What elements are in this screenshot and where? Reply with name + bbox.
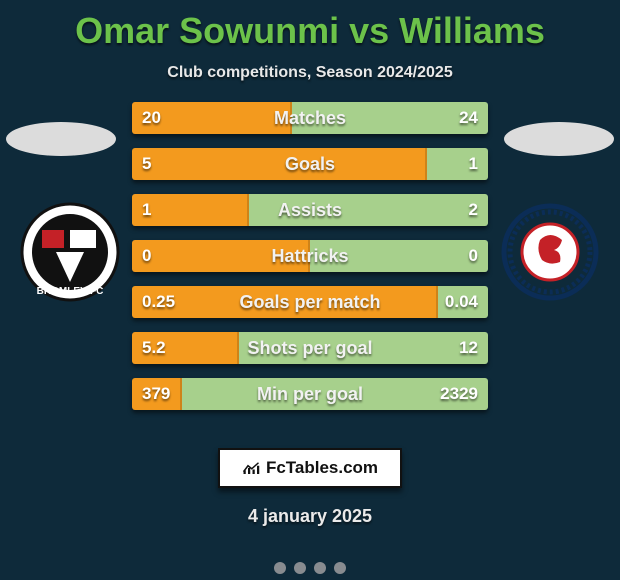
platform-right xyxy=(504,122,614,156)
paginator-dot[interactable] xyxy=(294,562,306,574)
stat-row: Assists1 2 xyxy=(132,194,488,226)
chart-icon xyxy=(242,461,260,475)
stat-bars: Matches2024Goals51Assists12Hattricks00Go… xyxy=(132,102,488,424)
stat-value-right: 0 xyxy=(459,240,488,272)
stat-value-left: 1 xyxy=(132,194,161,226)
stat-value-left: 0.25 xyxy=(132,286,185,318)
crest-left: BROMLEY·FC xyxy=(20,202,120,302)
subtitle: Club competitions, Season 2024/2025 xyxy=(0,64,620,82)
stat-value-right: 1 xyxy=(459,148,488,180)
paginator-dot[interactable] xyxy=(334,562,346,574)
stat-row: Goals per match0.250.04 xyxy=(132,286,488,318)
paginator xyxy=(0,562,620,574)
stat-label: Assists xyxy=(132,194,488,226)
stat-value-left: 5.2 xyxy=(132,332,176,364)
paginator-dot[interactable] xyxy=(314,562,326,574)
page-title: Omar Sowunmi vs Williams xyxy=(0,0,620,52)
stat-row: Min per goal3792329 xyxy=(132,378,488,410)
crest-right xyxy=(500,202,600,302)
paginator-dot[interactable] xyxy=(274,562,286,574)
stat-value-left: 20 xyxy=(132,102,171,134)
stat-value-right: 24 xyxy=(449,102,488,134)
date-text: 4 january 2025 xyxy=(0,506,620,527)
stat-value-left: 379 xyxy=(132,378,180,410)
stat-row: Shots per goal5.2 12 xyxy=(132,332,488,364)
stat-value-right: 12 xyxy=(449,332,488,364)
stat-value-right: 2329 xyxy=(430,378,488,410)
stat-row: Matches20 24 xyxy=(132,102,488,134)
stat-label: Goals xyxy=(132,148,488,180)
stat-value-right: 0.04 xyxy=(435,286,488,318)
svg-text:BROMLEY·FC: BROMLEY·FC xyxy=(37,286,104,297)
stat-row: Goals5 1 xyxy=(132,148,488,180)
stat-value-left: 0 xyxy=(132,240,161,272)
stat-label: Matches xyxy=(132,102,488,134)
comparison-stage: BROMLEY·FC Matches2024Goals51Assists12Ha… xyxy=(0,102,620,442)
footer-brand-text: FcTables.com xyxy=(266,458,378,478)
stat-label: Hattricks xyxy=(132,240,488,272)
stat-value-right: 2 xyxy=(459,194,488,226)
footer-badge: FcTables.com xyxy=(0,448,620,488)
platform-left xyxy=(6,122,116,156)
stat-row: Hattricks0 0 xyxy=(132,240,488,272)
stat-value-left: 5 xyxy=(132,148,161,180)
stat-label: Shots per goal xyxy=(132,332,488,364)
